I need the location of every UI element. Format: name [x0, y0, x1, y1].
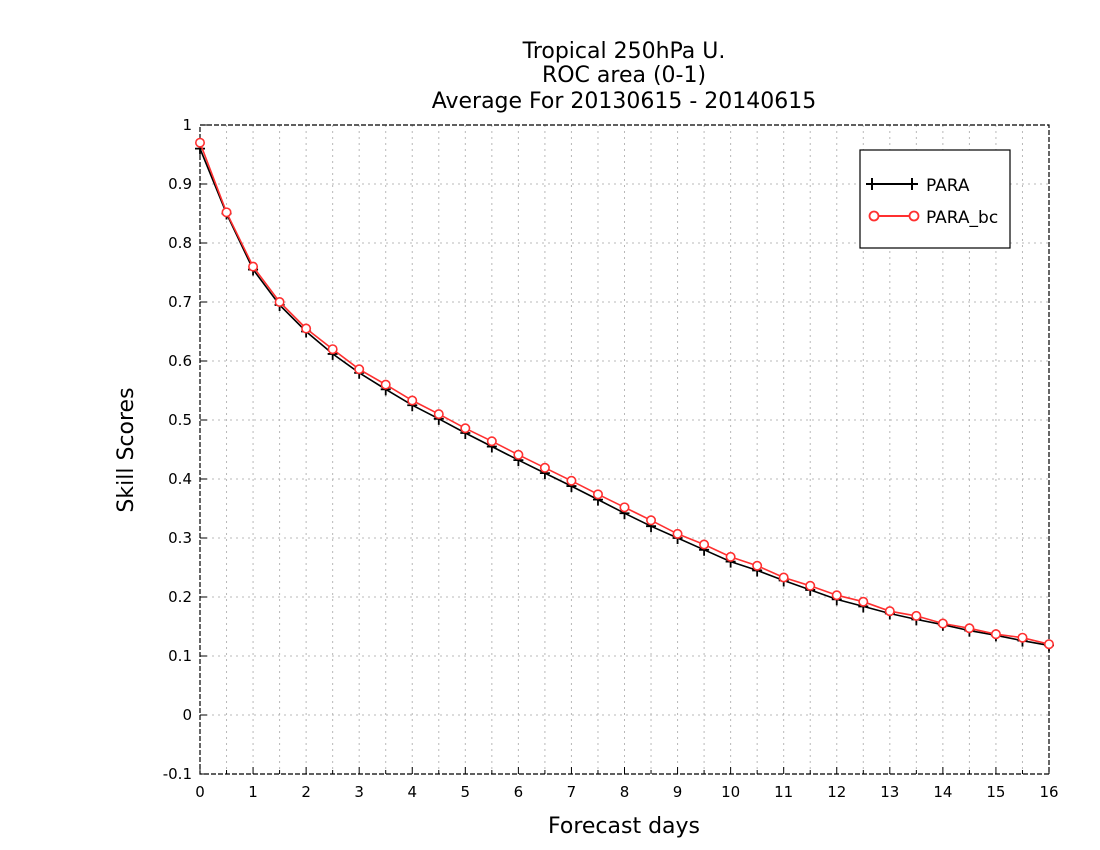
y-tick-label: -0.1 — [163, 765, 192, 783]
data-point-para-bc — [937, 618, 948, 629]
chart-title-line-1: Tropical 250hPa U. — [522, 39, 726, 64]
chart-title: Tropical 250hPa U. ROC area (0-1) Averag… — [432, 39, 817, 114]
x-tick-label: 15 — [986, 783, 1005, 801]
y-tick-label: 0.1 — [168, 647, 192, 665]
y-axis-title: Skill Scores — [114, 387, 139, 512]
data-point-para-bc — [380, 379, 391, 390]
x-tick-label: 6 — [514, 783, 524, 801]
data-point-para-bc — [964, 623, 975, 634]
data-point-para-bc — [407, 395, 418, 406]
data-point-para-bc — [327, 344, 338, 355]
y-tick-label: 0.7 — [168, 293, 192, 311]
y-tick-label: 0.8 — [168, 234, 192, 252]
data-point-para-bc — [884, 606, 895, 617]
data-point-para-bc — [752, 560, 763, 571]
x-axis-title: Forecast days — [548, 814, 700, 839]
y-tick-label: 1 — [182, 116, 192, 134]
data-point-para-bc — [1044, 639, 1055, 650]
legend-marker-para-bc-left — [868, 210, 880, 222]
data-point-para-bc — [990, 629, 1001, 640]
y-tick-label: 0.4 — [168, 470, 192, 488]
data-point-para-bc — [248, 261, 259, 272]
x-tick-label: 14 — [933, 783, 952, 801]
data-point-para-bc — [539, 462, 550, 473]
data-point-para-bc — [195, 137, 206, 148]
x-tick-label: 4 — [407, 783, 417, 801]
legend-item-para-bc: PARA_bc — [868, 208, 998, 228]
chart-title-line-3: Average For 20130615 - 20140615 — [432, 89, 817, 114]
y-tick-label: 0.9 — [168, 175, 192, 193]
y-tick-label: 0.6 — [168, 352, 192, 370]
data-point-para-bc — [433, 409, 444, 420]
data-point-para-bc — [460, 423, 471, 434]
data-point-para-bc — [592, 489, 603, 500]
data-point-para-bc — [274, 296, 285, 307]
x-tick-label: 11 — [774, 783, 793, 801]
x-tick-label: 0 — [195, 783, 205, 801]
x-tick-label: 1 — [248, 783, 258, 801]
data-point-para-bc — [805, 580, 816, 591]
x-tick-label: 13 — [880, 783, 899, 801]
legend-label-para: PARA — [926, 176, 970, 196]
data-point-para-bc — [699, 539, 710, 550]
data-point-para-bc — [486, 436, 497, 447]
x-tick-label: 10 — [721, 783, 740, 801]
data-point-para-bc — [301, 323, 312, 334]
x-tick-label: 2 — [301, 783, 311, 801]
axis-ticks: 0 1 2 3 4 5 6 7 8 9 10 11 12 13 14 15 1610.90.80.70.60.5… — [163, 116, 1059, 801]
data-point-para-bc — [858, 596, 869, 607]
chart-title-line-2: ROC area (0-1) — [542, 63, 706, 88]
data-point-para-bc — [566, 475, 577, 486]
data-point-para-bc — [619, 502, 630, 513]
data-point-para-bc — [221, 207, 232, 218]
data-point-para-bc — [513, 449, 524, 460]
legend-marker-para-bc-right — [908, 210, 920, 222]
data-point-para-bc — [1017, 632, 1028, 643]
data-point-para-bc — [911, 610, 922, 621]
x-tick-label: 3 — [354, 783, 364, 801]
data-point-para-bc — [778, 572, 789, 583]
series-layer — [195, 137, 1055, 652]
data-point-para-bc — [725, 551, 736, 562]
y-tick-label: 0 — [182, 706, 192, 724]
x-tick-label: 9 — [673, 783, 683, 801]
legend-box — [859, 149, 1011, 249]
series-para-bc — [195, 137, 1055, 650]
data-point-para-bc — [672, 528, 683, 539]
legend: PARA PARA_bc — [859, 149, 1011, 249]
legend-label-para-bc: PARA_bc — [926, 208, 998, 228]
x-tick-label: 16 — [1039, 783, 1058, 801]
y-tick-label: 0.3 — [168, 529, 192, 547]
legend-marker-para — [866, 178, 918, 190]
legend-item-para: PARA — [866, 176, 970, 196]
data-point-para-bc — [646, 515, 657, 526]
x-tick-label: 12 — [827, 783, 846, 801]
x-tick-label: 5 — [461, 783, 471, 801]
x-tick-label: 8 — [620, 783, 630, 801]
data-point-para-bc — [831, 590, 842, 601]
x-tick-label: 7 — [567, 783, 577, 801]
grid-lines — [200, 125, 1049, 774]
y-tick-label: 0.5 — [168, 411, 192, 429]
y-tick-label: 0.2 — [168, 588, 192, 606]
data-point-para-bc — [354, 364, 365, 375]
